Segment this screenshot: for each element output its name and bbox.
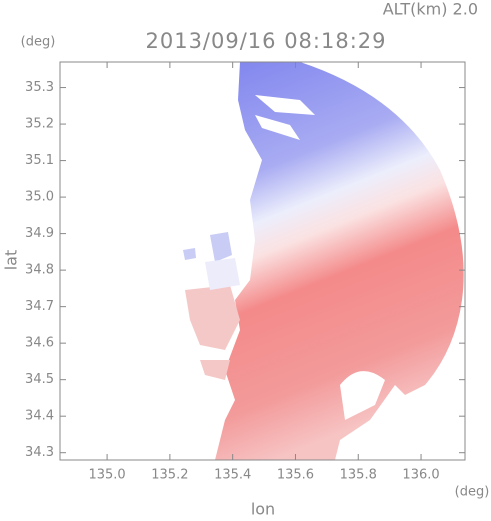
y-tick-label: 35.3 [25,80,54,95]
x-axis-label: lon [251,500,275,519]
plot-frame [59,61,466,461]
y-tick-label: 35.2 [25,117,54,132]
x-tick-label: 136.0 [402,468,439,483]
y-tick-label: 34.8 [25,263,54,278]
x-tick-label: 135.0 [88,468,125,483]
y-tick-label: 34.7 [25,299,54,314]
x-tick-label: 135.4 [214,468,251,483]
y-tick-label: 34.9 [25,226,54,241]
y-tick-label: 34.3 [25,445,54,460]
x-tick-label: 135.6 [277,468,314,483]
y-tick-label: 35.0 [25,190,54,205]
y-tick-label: 34.4 [25,409,54,424]
x-tick-label: 135.8 [340,468,377,483]
x-tick-label: 135.2 [151,468,188,483]
y-tick-label: 35.1 [25,153,54,168]
y-axis-label: lat [2,250,21,271]
velocity-field [183,62,464,460]
chart-title: 2013/09/16 08:18:29 [145,29,386,53]
y-tick-label: 34.5 [25,372,54,387]
y-unit: (deg) [21,35,56,50]
x-unit: (deg) [455,485,490,500]
altitude-label: ALT(km) 2.0 [383,0,478,19]
y-tick-label: 34.6 [25,336,54,351]
